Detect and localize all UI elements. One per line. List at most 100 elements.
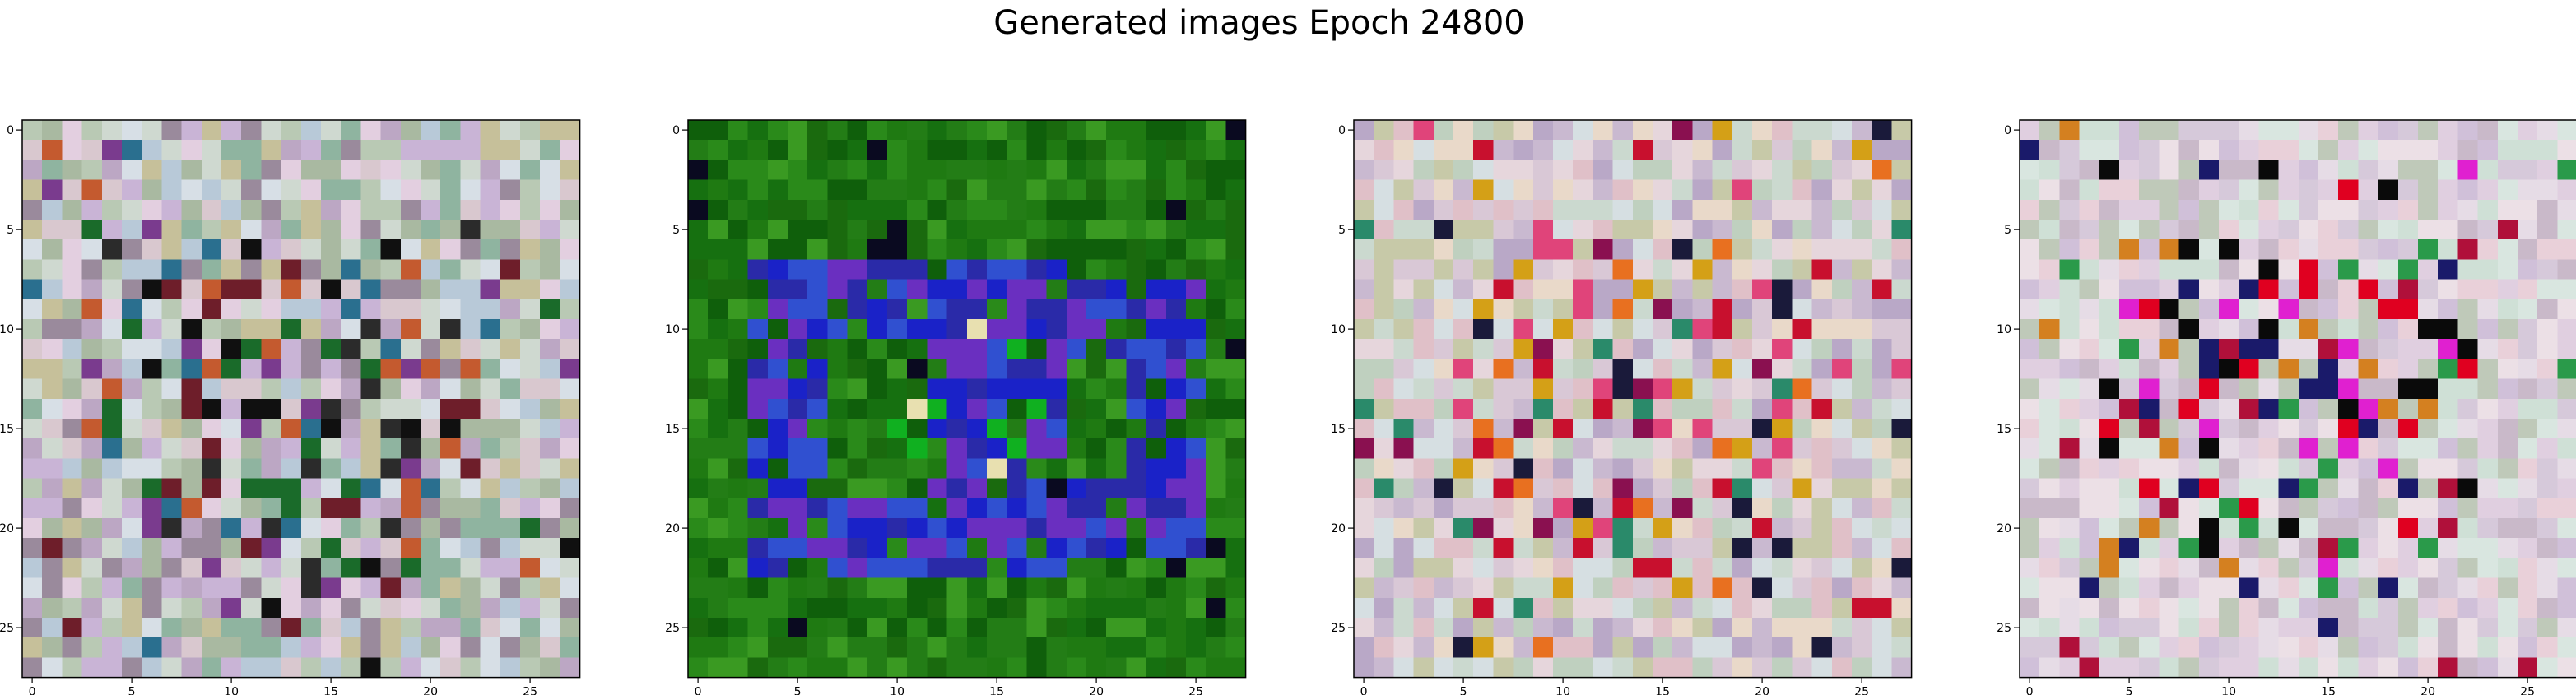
image-pixel [2178,339,2200,359]
image-pixel [1493,220,1514,240]
image-pixel [101,359,123,380]
image-pixel [2178,160,2200,181]
image-pixel [142,179,162,201]
image-pixel [2318,140,2339,160]
image-pixel [2318,120,2339,141]
image-pixel [2059,398,2081,419]
image-pixel [1612,239,1634,260]
image-pixel [887,339,908,359]
image-pixel [560,657,581,679]
image-pixel [2358,140,2379,160]
image-pixel [241,478,262,499]
image-pixel [1354,279,1374,300]
image-pixel [500,239,521,260]
image-pixel [1473,319,1494,340]
image-pixel [2418,577,2439,599]
image-pixel [2020,359,2040,380]
image-pixel [161,279,183,300]
image-pixel [1811,279,1833,300]
image-pixel [2278,140,2299,160]
image-pixel [421,637,441,658]
image-pixel [1126,359,1147,380]
image-pixel [987,339,1007,359]
image-pixel [1772,637,1793,658]
image-pixel [1206,398,1226,419]
image-pixel [1553,160,1574,181]
image-pixel [1732,359,1753,380]
image-pixel [1126,538,1147,558]
image-pixel [1374,597,1394,619]
image-pixel [1732,279,1753,300]
image-pixel [2318,199,2339,220]
image-pixel [2397,577,2419,599]
image-pixel [1532,538,1554,558]
image-pixel [1206,657,1226,679]
image-pixel [2278,199,2299,220]
image-pixel [221,438,242,459]
image-pixel [1206,259,1226,280]
image-pixel [1186,558,1207,579]
image-pixel [1732,378,1753,400]
image-pixel [1453,498,1474,519]
image-pixel [1374,637,1394,658]
image-pixel [400,398,421,419]
image-pixel [2278,259,2299,280]
image-pixel [142,160,162,181]
image-pixel [201,657,222,679]
image-pixel [1026,637,1048,658]
image-pixel [1473,339,1494,359]
image-pixel [1672,140,1693,160]
image-pixel [867,160,888,181]
image-pixel [1732,220,1753,240]
x-tick-label: 25 [1854,686,1869,695]
image-pixel [2537,359,2558,380]
image-pixel [907,577,928,599]
image-pixel [2059,538,2081,558]
image-pixel [2358,419,2379,439]
image-pixel [281,419,302,439]
image-pixel [520,478,541,499]
image-pixel [440,558,461,579]
image-pixel [907,618,928,638]
image-pixel [2079,120,2100,141]
image-pixel [261,577,282,599]
image-pixel [1852,577,1872,599]
image-pixel [281,359,302,380]
image-pixel [380,199,402,220]
image-pixel [1712,558,1733,579]
image-pixel [360,637,382,658]
image-pixel [161,259,183,280]
image-pixel [1007,259,1027,280]
image-pixel [767,458,788,480]
image-pixel [747,299,769,320]
image-pixel [1413,259,1434,280]
image-pixel [2497,518,2518,539]
image-pixel [1026,577,1048,599]
image-pixel [2418,359,2439,380]
image-pixel [1086,498,1107,519]
image-pixel [2438,398,2458,419]
image-pixel [400,160,421,181]
image-pixel [360,179,382,201]
image-pixel [1732,120,1753,141]
image-pixel [907,239,928,260]
image-pixel [2397,299,2419,320]
image-pixel [2497,279,2518,300]
image-pixel [1186,478,1207,499]
image-pixel [321,577,342,599]
image-pixel [2219,398,2239,419]
image-pixel [341,160,361,181]
image-pixel [2099,618,2120,638]
image-pixel [2518,259,2538,280]
image-pixel [1732,558,1753,579]
image-pixel [2338,339,2359,359]
image-pixel [1433,239,1454,260]
image-pixel [2119,120,2140,141]
image-pixel [1106,259,1127,280]
image-pixel [907,478,928,499]
image-pixel [1513,558,1534,579]
image-pixel [1106,657,1127,679]
image-pixel [688,140,709,160]
image-pixel [2298,558,2319,579]
image-pixel [142,378,162,400]
